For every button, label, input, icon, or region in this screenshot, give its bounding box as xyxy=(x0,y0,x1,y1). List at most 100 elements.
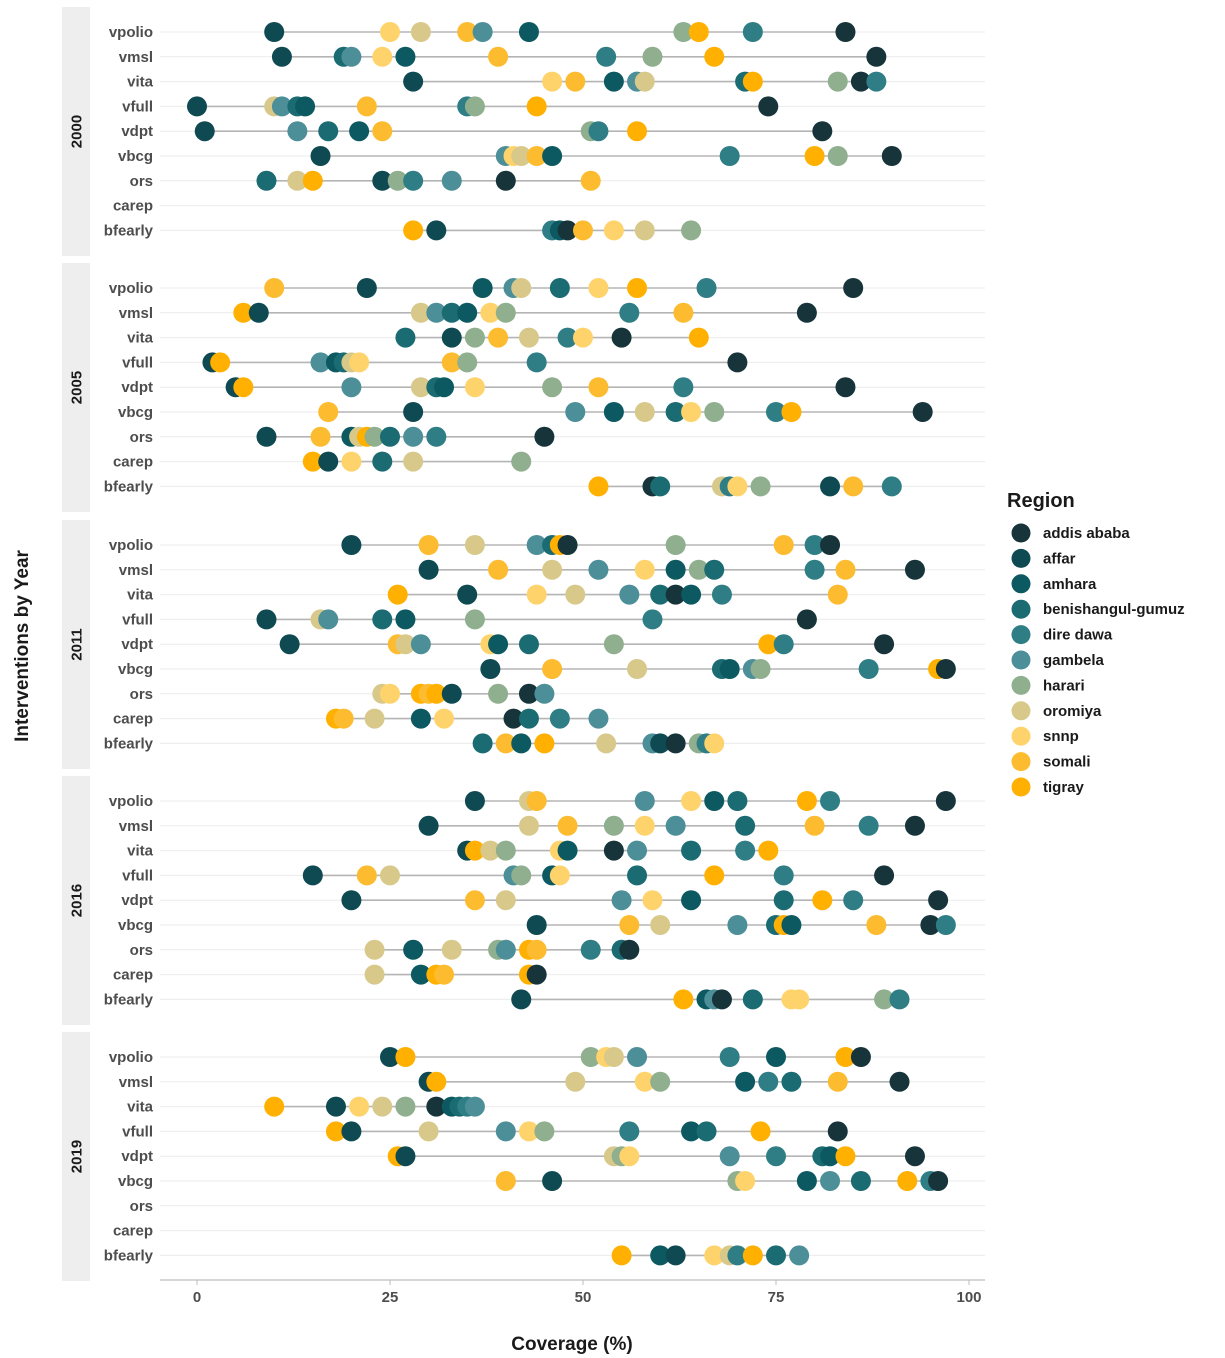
data-point xyxy=(596,46,617,67)
data-point xyxy=(642,46,663,67)
data-point xyxy=(681,1121,702,1142)
y-tick-label: vfull xyxy=(122,354,153,371)
data-point xyxy=(650,1071,671,1092)
data-point xyxy=(789,1245,810,1266)
data-point xyxy=(194,121,215,142)
legend-label: somali xyxy=(1043,754,1091,771)
data-point xyxy=(457,302,478,323)
y-tick-label: vita xyxy=(127,843,154,860)
data-point xyxy=(820,1146,841,1167)
data-point xyxy=(349,121,370,142)
x-tick-label: 75 xyxy=(768,1289,785,1306)
data-point xyxy=(773,890,794,911)
data-point xyxy=(488,634,509,655)
facet-strip-label: 2005 xyxy=(69,371,86,404)
data-point xyxy=(750,659,771,679)
data-point xyxy=(874,865,895,886)
data-point xyxy=(511,278,532,298)
data-point xyxy=(634,402,655,422)
data-point xyxy=(372,121,393,142)
facet-strip xyxy=(62,7,90,256)
data-point xyxy=(380,22,400,42)
data-point xyxy=(665,584,686,605)
facet-strip xyxy=(62,263,90,512)
data-point xyxy=(850,1171,871,1191)
data-point xyxy=(627,1047,648,1067)
legend-swatch xyxy=(1011,574,1031,594)
data-point xyxy=(696,278,717,298)
data-point xyxy=(333,708,354,729)
data-point xyxy=(634,220,655,241)
data-point xyxy=(742,989,763,1010)
y-tick-label: ors xyxy=(130,686,153,703)
x-tick-label: 50 xyxy=(575,1289,592,1306)
data-point xyxy=(233,302,254,323)
data-point xyxy=(318,121,339,142)
x-tick-label: 0 xyxy=(193,1289,201,1306)
data-point xyxy=(464,377,485,398)
legend-label: amhara xyxy=(1043,576,1097,593)
data-point xyxy=(403,170,424,191)
y-tick-label: ors xyxy=(130,429,153,446)
data-point xyxy=(827,584,848,605)
data-point xyxy=(820,1171,841,1191)
data-point xyxy=(766,1146,786,1167)
x-tick-label: 100 xyxy=(956,1289,981,1306)
data-point xyxy=(542,1171,563,1191)
y-tick-label: vmsl xyxy=(119,1074,153,1091)
data-point xyxy=(395,1146,416,1167)
data-point xyxy=(719,1146,740,1167)
data-point xyxy=(812,890,833,911)
data-point xyxy=(681,584,702,605)
legend-label: snnp xyxy=(1043,728,1079,745)
data-point xyxy=(603,220,624,241)
data-point xyxy=(881,146,902,166)
data-point xyxy=(488,327,509,348)
data-point xyxy=(380,1047,400,1067)
data-point xyxy=(395,1096,416,1117)
data-point xyxy=(603,840,624,861)
y-tick-label: vita xyxy=(127,587,154,604)
data-point xyxy=(356,96,377,117)
data-point xyxy=(603,1047,624,1067)
data-point xyxy=(835,22,856,42)
data-point xyxy=(766,402,786,422)
data-point xyxy=(627,840,648,861)
y-tick-label: vita xyxy=(127,330,154,347)
data-point xyxy=(642,609,663,630)
data-point xyxy=(935,915,956,935)
data-point xyxy=(619,1146,640,1167)
data-point xyxy=(518,1121,539,1142)
data-point xyxy=(542,71,563,92)
data-point xyxy=(673,989,694,1010)
legend-label: benishangul-gumuz xyxy=(1043,601,1185,618)
data-point xyxy=(418,815,439,836)
data-point xyxy=(457,584,478,605)
data-point xyxy=(518,683,539,704)
data-point xyxy=(542,377,563,398)
data-point xyxy=(634,791,655,811)
data-point xyxy=(341,1121,362,1142)
data-point xyxy=(866,915,887,935)
facet-strip-label: 2000 xyxy=(69,115,86,148)
data-point xyxy=(495,1121,516,1142)
data-point xyxy=(457,22,478,42)
data-point xyxy=(395,327,416,348)
data-point xyxy=(372,170,393,191)
data-point xyxy=(565,71,586,92)
data-point xyxy=(557,840,578,861)
data-point xyxy=(557,220,578,241)
data-point xyxy=(935,659,956,679)
y-tick-label: carep xyxy=(113,967,153,984)
data-point xyxy=(897,1171,918,1191)
data-point xyxy=(627,121,648,142)
data-point xyxy=(287,170,308,191)
data-point xyxy=(596,733,617,754)
data-point xyxy=(603,402,624,422)
facet-strip-label: 2019 xyxy=(69,1140,86,1173)
data-point xyxy=(665,733,686,754)
data-point xyxy=(827,1121,848,1142)
data-point xyxy=(410,22,431,42)
legend-label: addis ababa xyxy=(1043,525,1130,542)
data-point xyxy=(611,890,632,911)
